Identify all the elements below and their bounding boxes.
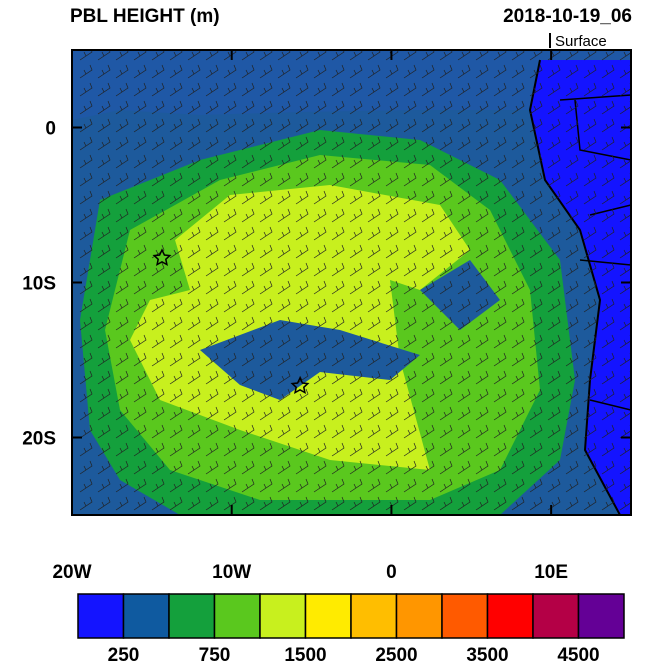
colorbar-box bbox=[532, 593, 580, 639]
star-marker bbox=[290, 376, 310, 395]
field-patch bbox=[72, 50, 631, 120]
field-patch bbox=[200, 320, 420, 400]
x-tick-label: 0 bbox=[386, 562, 397, 583]
barb bbox=[79, 50, 631, 511]
colorbar-label: 2500 bbox=[375, 645, 417, 666]
wind-barbs bbox=[79, 50, 631, 511]
coastline bbox=[528, 59, 621, 515]
colorbar-box bbox=[304, 593, 352, 639]
x-tick-label: 20W bbox=[52, 562, 91, 583]
y-tick-label: 0 bbox=[45, 119, 56, 140]
colorbar-box bbox=[77, 593, 125, 639]
borders bbox=[559, 94, 631, 411]
y-tick-label: 10S bbox=[22, 274, 56, 295]
colorbar-box bbox=[259, 593, 307, 639]
land bbox=[530, 60, 631, 515]
colorbar-label: 250 bbox=[108, 645, 140, 666]
x-tick-label: 10E bbox=[534, 562, 568, 583]
colorbar-box bbox=[213, 593, 261, 639]
title: PBL HEIGHT (m) bbox=[70, 6, 220, 27]
star-marker bbox=[152, 248, 172, 267]
colorbar-label: 1500 bbox=[284, 645, 326, 666]
field-patch bbox=[420, 260, 500, 330]
colorbar-label: 3500 bbox=[466, 645, 508, 666]
colorbar-box bbox=[350, 593, 398, 639]
colorbar-box bbox=[441, 593, 489, 639]
x-tick-label: 10W bbox=[212, 562, 251, 583]
colorbar-label: 4500 bbox=[557, 645, 599, 666]
pbl-field bbox=[72, 50, 631, 515]
level: Surface bbox=[555, 33, 607, 50]
colorbar-box bbox=[486, 593, 534, 639]
colorbar-box bbox=[395, 593, 443, 639]
valid-time: 2018-10-19_06 bbox=[503, 6, 632, 27]
colorbar-box bbox=[122, 593, 170, 639]
colorbar-box bbox=[168, 593, 216, 639]
y-tick-label: 20S bbox=[22, 429, 56, 450]
colorbar-box bbox=[577, 593, 625, 639]
colorbar-label: 750 bbox=[199, 645, 231, 666]
